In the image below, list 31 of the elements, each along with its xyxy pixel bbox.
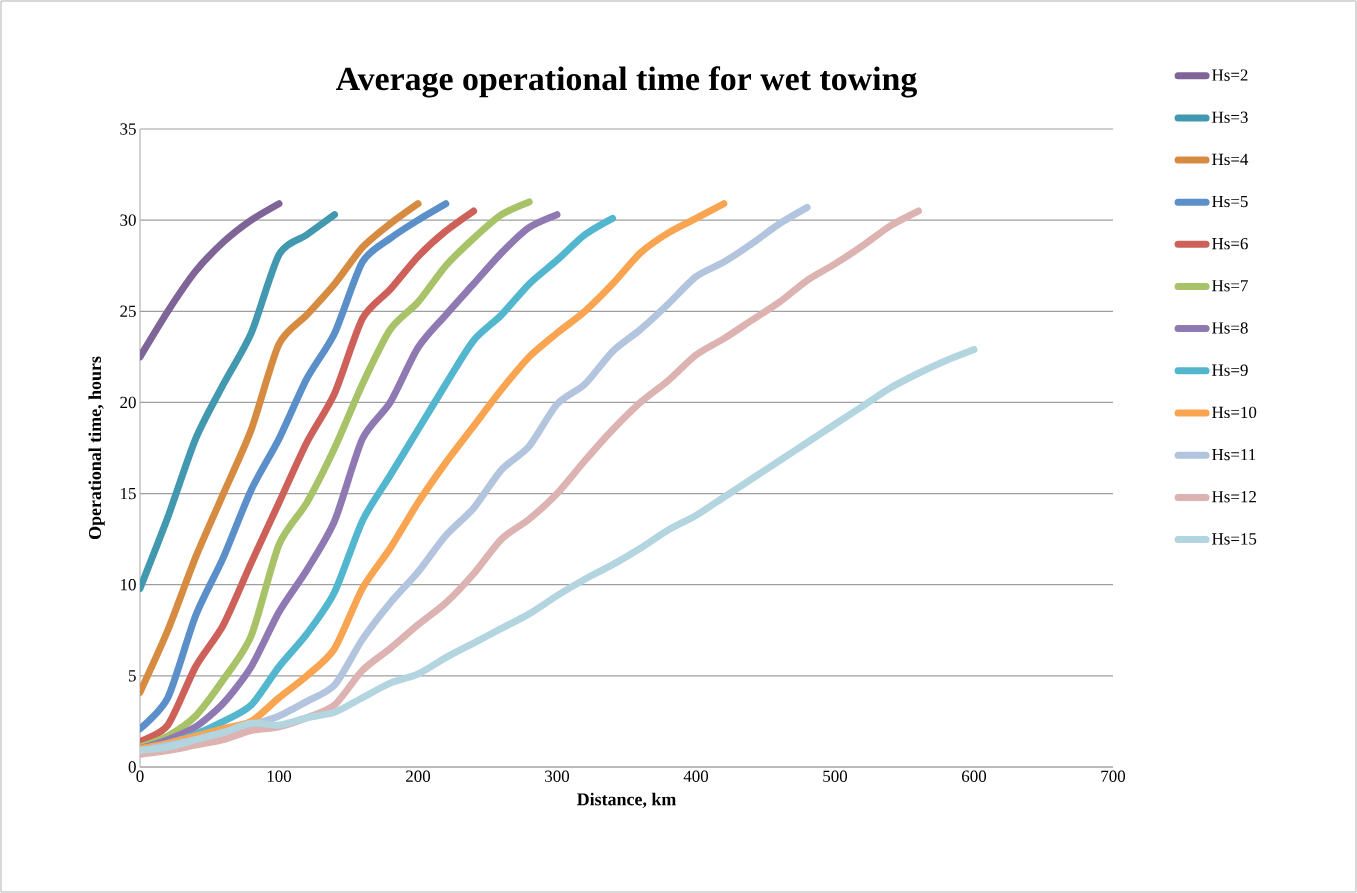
y-tick-label: 30 [120,214,136,226]
x-tick-label: 500 [823,770,848,782]
x-tick-label: 700 [1101,770,1126,782]
y-tick-label: 25 [120,305,136,317]
legend-label: Hs=5 [1212,195,1248,208]
legend-label: Hs=2 [1212,69,1248,81]
legend-label: Hs=4 [1212,153,1249,166]
x-tick-label: 400 [683,770,709,782]
x-axis-title: Distance, km [577,792,677,809]
x-tick-label: 0 [136,770,144,782]
y-axis-title: Operational time, hours [88,356,105,540]
legend-label: Hs=11 [1212,448,1256,461]
y-tick-label: 15 [121,487,136,500]
legend-label: Hs=9 [1212,364,1248,376]
y-tick-label: 35 [120,123,136,135]
legend-label: Hs=10 [1212,406,1257,419]
legend-label: Hs=3 [1212,111,1248,123]
chart-title: Average operational time for wet towing [336,66,917,98]
legend-label: Hs=7 [1212,280,1248,292]
legend-label: Hs=8 [1212,322,1248,334]
legend-label: Hs=15 [1212,533,1257,545]
x-tick-label: 300 [545,770,570,782]
legend-label: Hs=6 [1212,237,1248,250]
x-tick-label: 100 [267,770,292,782]
y-tick-label: 5 [129,670,136,682]
y-tick-label: 20 [120,396,136,409]
legend-label: Hs=12 [1212,491,1256,503]
x-tick-label: 200 [406,770,431,782]
y-tick-label: 10 [121,579,136,591]
y-tick-label: 0 [128,761,136,773]
x-tick-label: 600 [962,770,987,782]
